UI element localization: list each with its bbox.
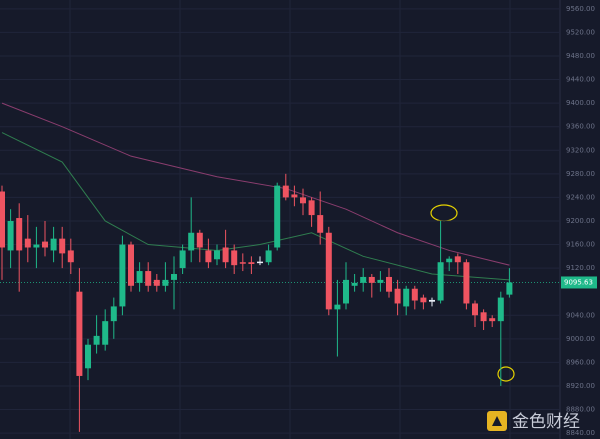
- candle-body: [24, 238, 31, 248]
- candle-body: [265, 250, 272, 263]
- y-tick-label: 8920.00: [566, 382, 595, 390]
- candle-body: [454, 256, 461, 263]
- y-tick-label: 8880.00: [566, 406, 595, 414]
- candle-body: [188, 232, 195, 251]
- y-tick-label: 9520.00: [566, 28, 595, 36]
- candle-body: [231, 250, 238, 266]
- candle-body: [222, 247, 229, 263]
- candle-body: [50, 238, 57, 251]
- y-tick-label: 9400.00: [566, 99, 595, 107]
- y-tick-label: 9360.00: [566, 123, 595, 131]
- candle-body: [480, 312, 487, 322]
- candle-body: [411, 288, 418, 301]
- candle-body: [282, 185, 289, 198]
- candle-body: [42, 241, 48, 248]
- candle-body: [102, 321, 109, 345]
- candle-body: [317, 215, 324, 233]
- watermark-logo: [487, 411, 507, 431]
- candle-body: [506, 282, 513, 295]
- watermark: 金色财经: [512, 412, 580, 432]
- candle-body: [33, 244, 40, 248]
- candle-body: [205, 250, 212, 263]
- candle-body: [110, 306, 117, 322]
- candle-body: [16, 218, 23, 251]
- candle-body: [291, 194, 298, 198]
- y-tick-label: 9240.00: [566, 193, 595, 201]
- highlight-circle: [430, 204, 458, 222]
- candle-body: [119, 244, 126, 307]
- candle-body: [368, 276, 375, 283]
- y-tick-label: 9200.00: [566, 217, 595, 225]
- y-tick-label: 9440.00: [566, 76, 595, 84]
- moving-average-line: [1, 132, 510, 281]
- candle-body: [334, 304, 341, 310]
- y-tick-label: 8840.00: [566, 429, 595, 437]
- candle-body: [239, 262, 246, 264]
- candle-body: [171, 274, 177, 280]
- candle-body: [85, 344, 91, 369]
- y-tick-label: 9480.00: [566, 52, 595, 60]
- candle-body: [274, 185, 281, 248]
- candle-body: [386, 276, 392, 292]
- candle-body: [162, 279, 169, 286]
- candle-body: [463, 262, 470, 304]
- candle-body: [446, 258, 453, 263]
- candle-body: [489, 318, 496, 322]
- candle-body: [377, 279, 384, 283]
- candle-body: [214, 250, 220, 260]
- candle-body: [7, 220, 14, 251]
- candle-body: [179, 250, 186, 269]
- candle-body: [437, 262, 444, 301]
- candle-body: [196, 232, 203, 248]
- candle-body: [343, 279, 349, 304]
- candle-body: [360, 276, 367, 283]
- candle-body: [325, 232, 332, 310]
- candle-body: [67, 250, 74, 263]
- candle-body: [472, 303, 478, 316]
- highlight-circle: [497, 366, 515, 382]
- candle-body: [403, 288, 410, 307]
- candle-body: [153, 279, 160, 286]
- candle-body: [59, 238, 66, 254]
- candle-body: [248, 262, 255, 264]
- y-tick-label: 9120.00: [566, 264, 595, 272]
- y-tick-label: 9040.00: [566, 311, 595, 319]
- candle-body: [300, 197, 306, 204]
- price-tag: 9095.63: [564, 278, 593, 286]
- candle-body: [136, 271, 143, 283]
- y-tick-label: 9320.00: [566, 146, 595, 154]
- candle-body: [76, 291, 83, 376]
- y-tick-label: 8960.00: [566, 358, 595, 366]
- candle-body: [394, 288, 401, 304]
- vertical-grid: [69, 0, 511, 439]
- y-tick-label: 9000.00: [566, 335, 595, 343]
- candle-body: [93, 335, 100, 345]
- candle-body: [257, 261, 263, 264]
- price-tag-bg: [561, 276, 597, 289]
- y-tick-label: 9160.00: [566, 241, 595, 249]
- candle-body: [497, 297, 504, 322]
- candle-body: [0, 191, 5, 248]
- candle-body: [429, 299, 435, 302]
- y-tick-label: 9560.00: [566, 5, 595, 13]
- candle-body: [145, 271, 152, 286]
- candle-body: [308, 200, 315, 216]
- candle-body: [351, 282, 358, 286]
- y-tick-label: 9280.00: [566, 170, 595, 178]
- candle-body: [420, 297, 427, 303]
- candle-body: [128, 244, 134, 286]
